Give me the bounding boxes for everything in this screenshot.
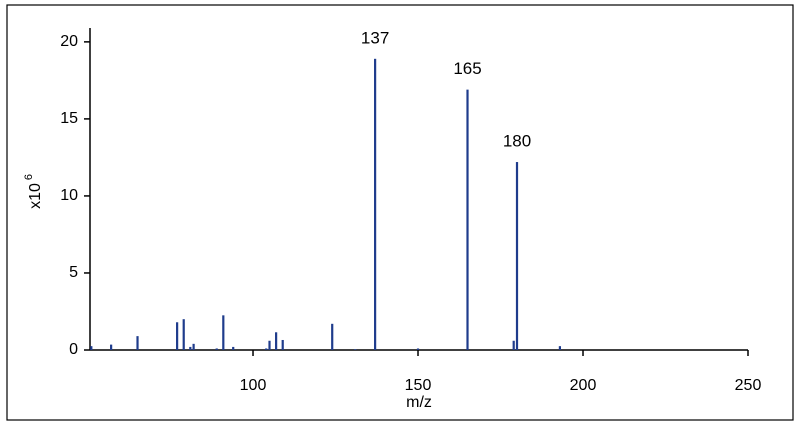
y-axis-label: x10 [27,183,44,209]
peak [281,339,284,350]
peak [189,346,192,350]
peak [90,346,93,350]
peak [176,322,179,350]
peak [110,344,113,350]
peak [182,319,185,350]
y-tick-label: 15 [60,110,78,127]
y-axis-label-group: x10 6 [23,174,44,209]
frame [6,4,794,421]
peak [275,332,278,350]
peak [512,340,515,350]
peak-label: 137 [361,28,389,47]
peak [192,343,195,350]
peak-label: 165 [453,59,481,78]
x-axis-label: m/z [406,394,432,411]
peak [558,346,562,350]
y-tick-label: 0 [69,341,78,358]
y-tick-label: 10 [60,187,78,204]
y-axis-exponent: 6 [23,174,35,180]
peak [215,348,218,350]
y-tick-label: 5 [69,264,78,281]
peak-label: 180 [503,132,531,151]
x-tick-label: 200 [570,377,597,394]
y-tick-label: 20 [60,33,78,50]
peak [232,346,235,350]
peak [374,58,377,351]
peak [222,315,225,350]
peak [268,340,271,350]
x-tick-label: 150 [405,377,432,394]
peak [331,323,334,350]
x-tick-label: 100 [240,377,267,394]
peak [354,349,357,350]
peak [466,89,469,350]
peak [515,162,519,350]
peak [265,348,268,350]
x-tick-label: 250 [735,377,762,394]
peak [136,336,139,350]
peak [416,348,420,350]
